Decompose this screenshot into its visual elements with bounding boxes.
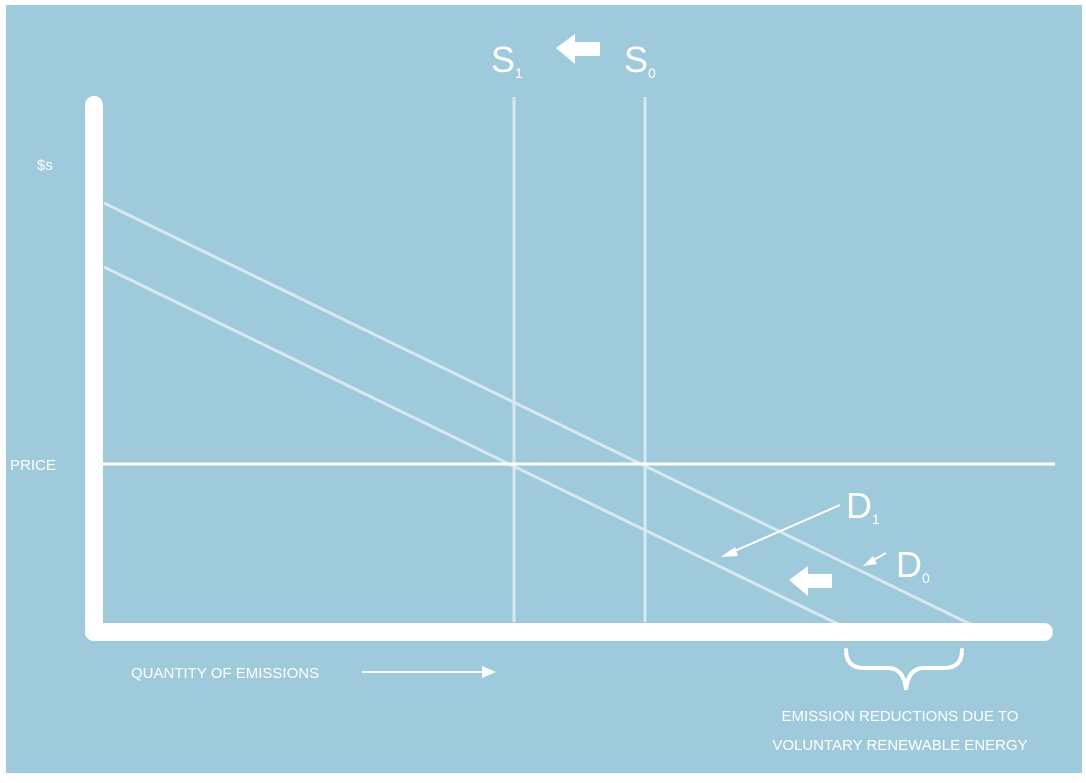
y-axis-label: $s [37, 157, 53, 174]
x-axis-label: QUANTITY OF EMISSIONS [131, 665, 319, 682]
d0-subscript: 0 [922, 570, 930, 586]
x-axis-arrow-icon [482, 666, 496, 678]
d1-pointer-line [729, 504, 841, 554]
d1-pointer-arrow-icon [721, 547, 738, 557]
demand-line-d0 [103, 201, 971, 626]
emission-reduction-brace [844, 648, 964, 691]
brace-note-line2: VOLUNTARY RENEWABLE ENERGY [772, 737, 1027, 754]
d0-pointer-arrow-icon [863, 556, 877, 566]
brace-note-line1: EMISSION REDUCTIONS DUE TO [782, 708, 1019, 725]
s0-label: S0 [624, 39, 656, 81]
price-label: PRICE [10, 457, 56, 474]
d1-subscript: 1 [872, 511, 880, 527]
d1-label: D1 [846, 485, 880, 527]
supply-shift-arrow-icon [556, 34, 600, 64]
d0-label: D0 [896, 544, 930, 586]
s0-subscript: 0 [648, 65, 656, 81]
demand-shift-arrow-icon [789, 566, 832, 596]
s1-subscript: 1 [515, 65, 523, 81]
demand-line-d1 [103, 265, 839, 626]
s1-label: S1 [491, 39, 523, 81]
diagram-background [6, 5, 1082, 773]
